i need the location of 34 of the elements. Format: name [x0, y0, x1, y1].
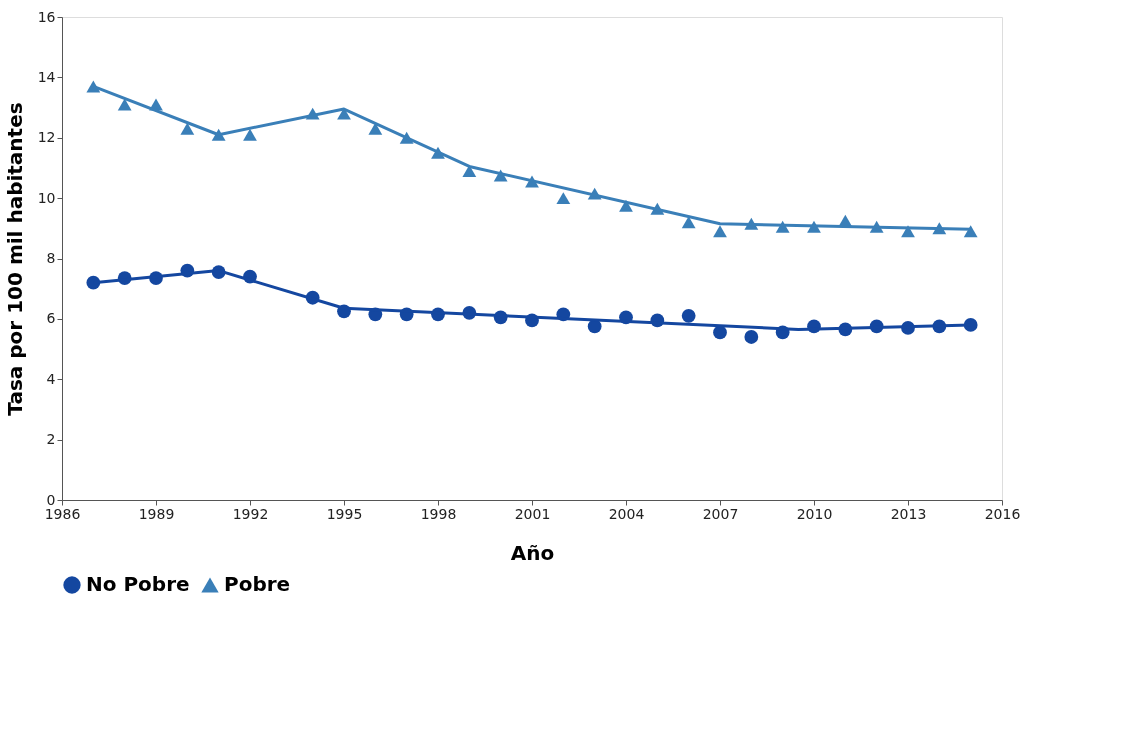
point — [117, 98, 132, 111]
x-tick-label: 1995 — [326, 505, 363, 522]
y-tick-label: 16 — [37, 8, 56, 25]
y-tick-label: 14 — [37, 68, 56, 85]
point — [681, 216, 696, 229]
point — [744, 330, 759, 344]
legend-label: Pobre — [224, 572, 291, 596]
y-axis-title: Tasa por 100 mil habitantes — [2, 102, 27, 416]
point — [368, 122, 383, 135]
x-tick-label: 1992 — [232, 505, 269, 522]
legend-label: No Pobre — [86, 572, 190, 596]
y-tick-label: 12 — [37, 129, 56, 146]
x-tick-label: 2013 — [890, 505, 927, 522]
y-tick-label: 10 — [37, 189, 56, 206]
point — [713, 225, 727, 238]
x-tick-label: 2001 — [514, 505, 551, 522]
point — [681, 308, 696, 323]
x-tick-label: 1989 — [138, 505, 175, 522]
x-tick-label: 2004 — [608, 505, 645, 522]
x-tick-label: 1986 — [44, 505, 81, 522]
point — [713, 325, 727, 340]
point — [243, 128, 257, 141]
y-tick-label: 0 — [46, 491, 56, 508]
x-tick-label: 1998 — [420, 505, 457, 522]
y-tick-label: 4 — [46, 370, 56, 387]
x-tick-label: 2007 — [702, 505, 739, 522]
y-tick-label: 8 — [46, 250, 56, 266]
x-tick-label: 2016 — [984, 505, 1021, 522]
y-tick-label: 2 — [46, 431, 56, 448]
point — [556, 192, 571, 205]
point — [180, 122, 195, 135]
y-tick-label: 6 — [46, 310, 56, 327]
x-axis-title: Año — [510, 540, 555, 565]
x-tick-label: 2010 — [796, 505, 833, 522]
